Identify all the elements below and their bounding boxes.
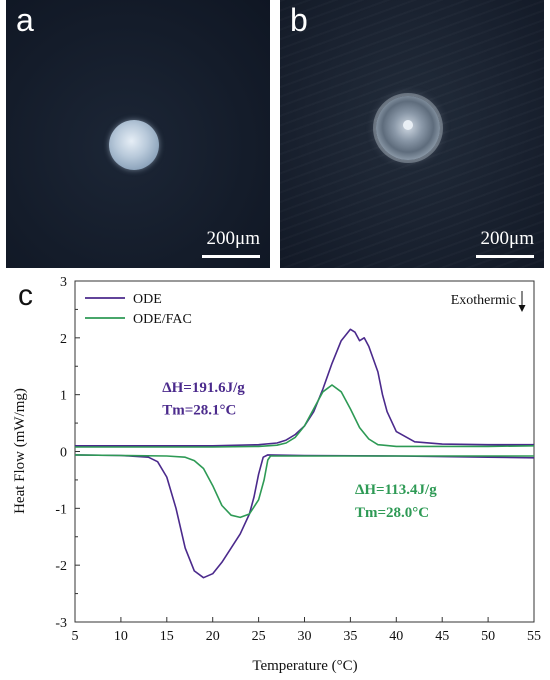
dsc-chart: 5 10 15 20 25 30 35 40 45 50 55 -3 -2 -1 0 1 2 3 ODE ODE/F… xyxy=(12,275,541,674)
series-line-ode-heating xyxy=(74,454,535,579)
y-axis-label: Heat Flow (mW/mg) xyxy=(12,388,28,514)
y-tick-label: 1 xyxy=(60,389,67,404)
annotation-label: ΔH=191.6J/g xyxy=(162,380,245,396)
y-tick-label: 3 xyxy=(60,275,67,290)
y-tick-label: -3 xyxy=(55,616,67,631)
annotation-label: ΔH=113.4J/g xyxy=(355,482,437,498)
exothermic-arrow xyxy=(518,291,526,312)
scale-bar-label-b: 200μm xyxy=(480,228,534,249)
microcapsule-droplet xyxy=(109,120,159,170)
series-lines xyxy=(74,328,535,579)
annotation-label: Tm=28.0°C xyxy=(355,505,429,521)
x-tick-label: 35 xyxy=(343,629,357,644)
legend: ODE ODE/FAC xyxy=(85,292,192,327)
x-tick-label: 45 xyxy=(435,629,449,644)
panel-label-a: a xyxy=(16,2,34,38)
panel-label-c: c xyxy=(18,279,33,312)
y-tick-label: -2 xyxy=(55,559,67,574)
x-tick-label: 30 xyxy=(298,629,312,644)
micrograph-panel-b: b 200μm xyxy=(280,0,544,268)
series-line-ode-fac-heating xyxy=(74,454,534,519)
y-tick-label: -1 xyxy=(55,502,67,517)
legend-label: ODE xyxy=(133,292,162,307)
annotations: ΔH=191.6J/g Tm=28.1°C ΔH=113.4J/g Tm=28.0°C xyxy=(162,380,437,521)
legend-label: ODE/FAC xyxy=(133,312,192,327)
axis-ticks: 5 10 15 20 25 30 35 40 45 50 55 -3 -2 -1 0 1 2 3 xyxy=(55,275,541,644)
x-tick-label: 20 xyxy=(206,629,220,644)
x-axis-label: Temperature (°C) xyxy=(252,658,357,674)
scale-bar-label-a: 200μm xyxy=(206,228,260,249)
scale-bar-a xyxy=(202,255,260,258)
droplet-highlight xyxy=(403,120,413,130)
x-tick-label: 5 xyxy=(72,629,79,644)
series-line-ode-fac-cooling xyxy=(75,384,535,448)
micrograph-panel-a: a 200μm xyxy=(6,0,270,268)
y-tick-label: 0 xyxy=(60,446,67,461)
x-tick-label: 25 xyxy=(252,629,266,644)
x-tick-label: 15 xyxy=(160,629,174,644)
plot-frame xyxy=(74,280,535,623)
x-tick-label: 40 xyxy=(389,629,403,644)
x-tick-label: 55 xyxy=(527,629,541,644)
x-tick-label: 10 xyxy=(114,629,128,644)
x-tick-label: 50 xyxy=(481,629,495,644)
y-tick-label: 2 xyxy=(60,332,67,347)
panel-label-b: b xyxy=(290,2,308,38)
scale-bar-b xyxy=(476,255,534,258)
exothermic-note: Exothermic xyxy=(451,293,516,308)
series-line-ode-cooling xyxy=(75,328,534,447)
annotation-label: Tm=28.1°C xyxy=(162,403,236,419)
